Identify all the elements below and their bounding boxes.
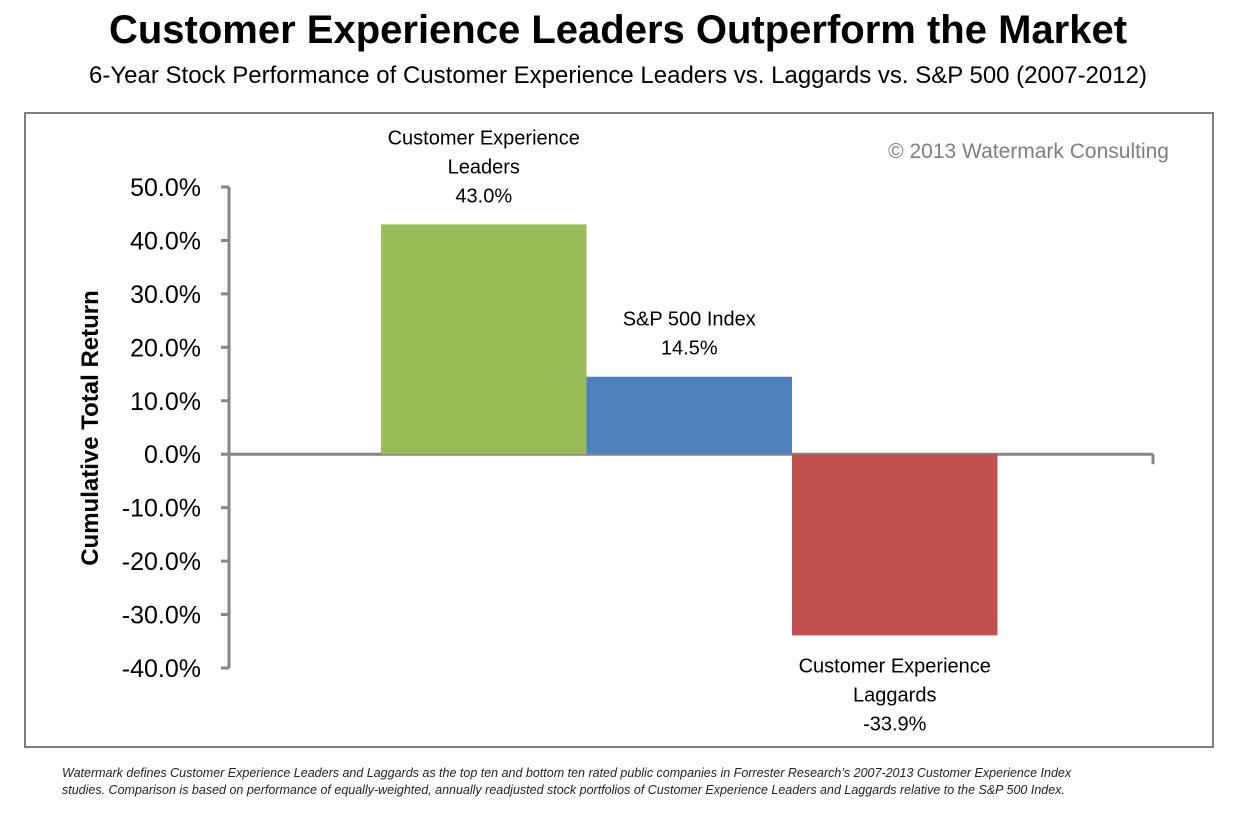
data-label-name: Customer Experience — [388, 127, 580, 149]
y-tick-label: 40.0% — [130, 227, 201, 255]
y-tick-label: 0.0% — [144, 441, 201, 469]
footnote-line-1: Watermark defines Customer Experience Le… — [62, 766, 1072, 780]
y-axis-label: Cumulative Total Return — [77, 290, 104, 566]
footnote: Watermark defines Customer Experience Le… — [62, 765, 1182, 799]
chart-subtitle: 6-Year Stock Performance of Customer Exp… — [89, 62, 1147, 89]
data-label-value: -33.9% — [863, 713, 927, 735]
watermark-text: © 2013 Watermark Consulting — [888, 140, 1169, 163]
y-tick-label: -40.0% — [122, 655, 201, 683]
data-label-name: S&P 500 Index — [623, 309, 756, 331]
bar — [381, 224, 587, 455]
y-tick-label: 30.0% — [130, 281, 201, 309]
chart-title: Customer Experience Leaders Outperform t… — [108, 8, 1128, 52]
y-tick-label: 10.0% — [130, 388, 201, 416]
bars — [381, 224, 998, 636]
bar — [586, 376, 792, 455]
footnote-line-2: studies. Comparison is based on performa… — [62, 783, 1065, 797]
y-tick-label: -20.0% — [122, 548, 201, 576]
data-labels: Customer Experience Leaders 43.0% S&P 500 I… — [388, 127, 991, 735]
bar — [792, 454, 998, 636]
y-tick-label: -30.0% — [122, 602, 201, 630]
axes: 50.0% 40.0% 30.0% 20.0% 10.0% 0.0% -10.0% -20.0… — [122, 174, 1155, 683]
data-label-name: Leaders — [448, 156, 520, 178]
chart-frame — [24, 112, 1214, 748]
data-label-value: 14.5% — [661, 338, 718, 360]
y-tick-label: 20.0% — [130, 334, 201, 362]
data-label-name: Customer Experience — [799, 655, 991, 677]
y-tick-label: -10.0% — [122, 495, 201, 523]
y-tick-label: 50.0% — [130, 174, 201, 202]
data-label-value: 43.0% — [455, 185, 512, 207]
data-label-name: Laggards — [853, 684, 936, 706]
